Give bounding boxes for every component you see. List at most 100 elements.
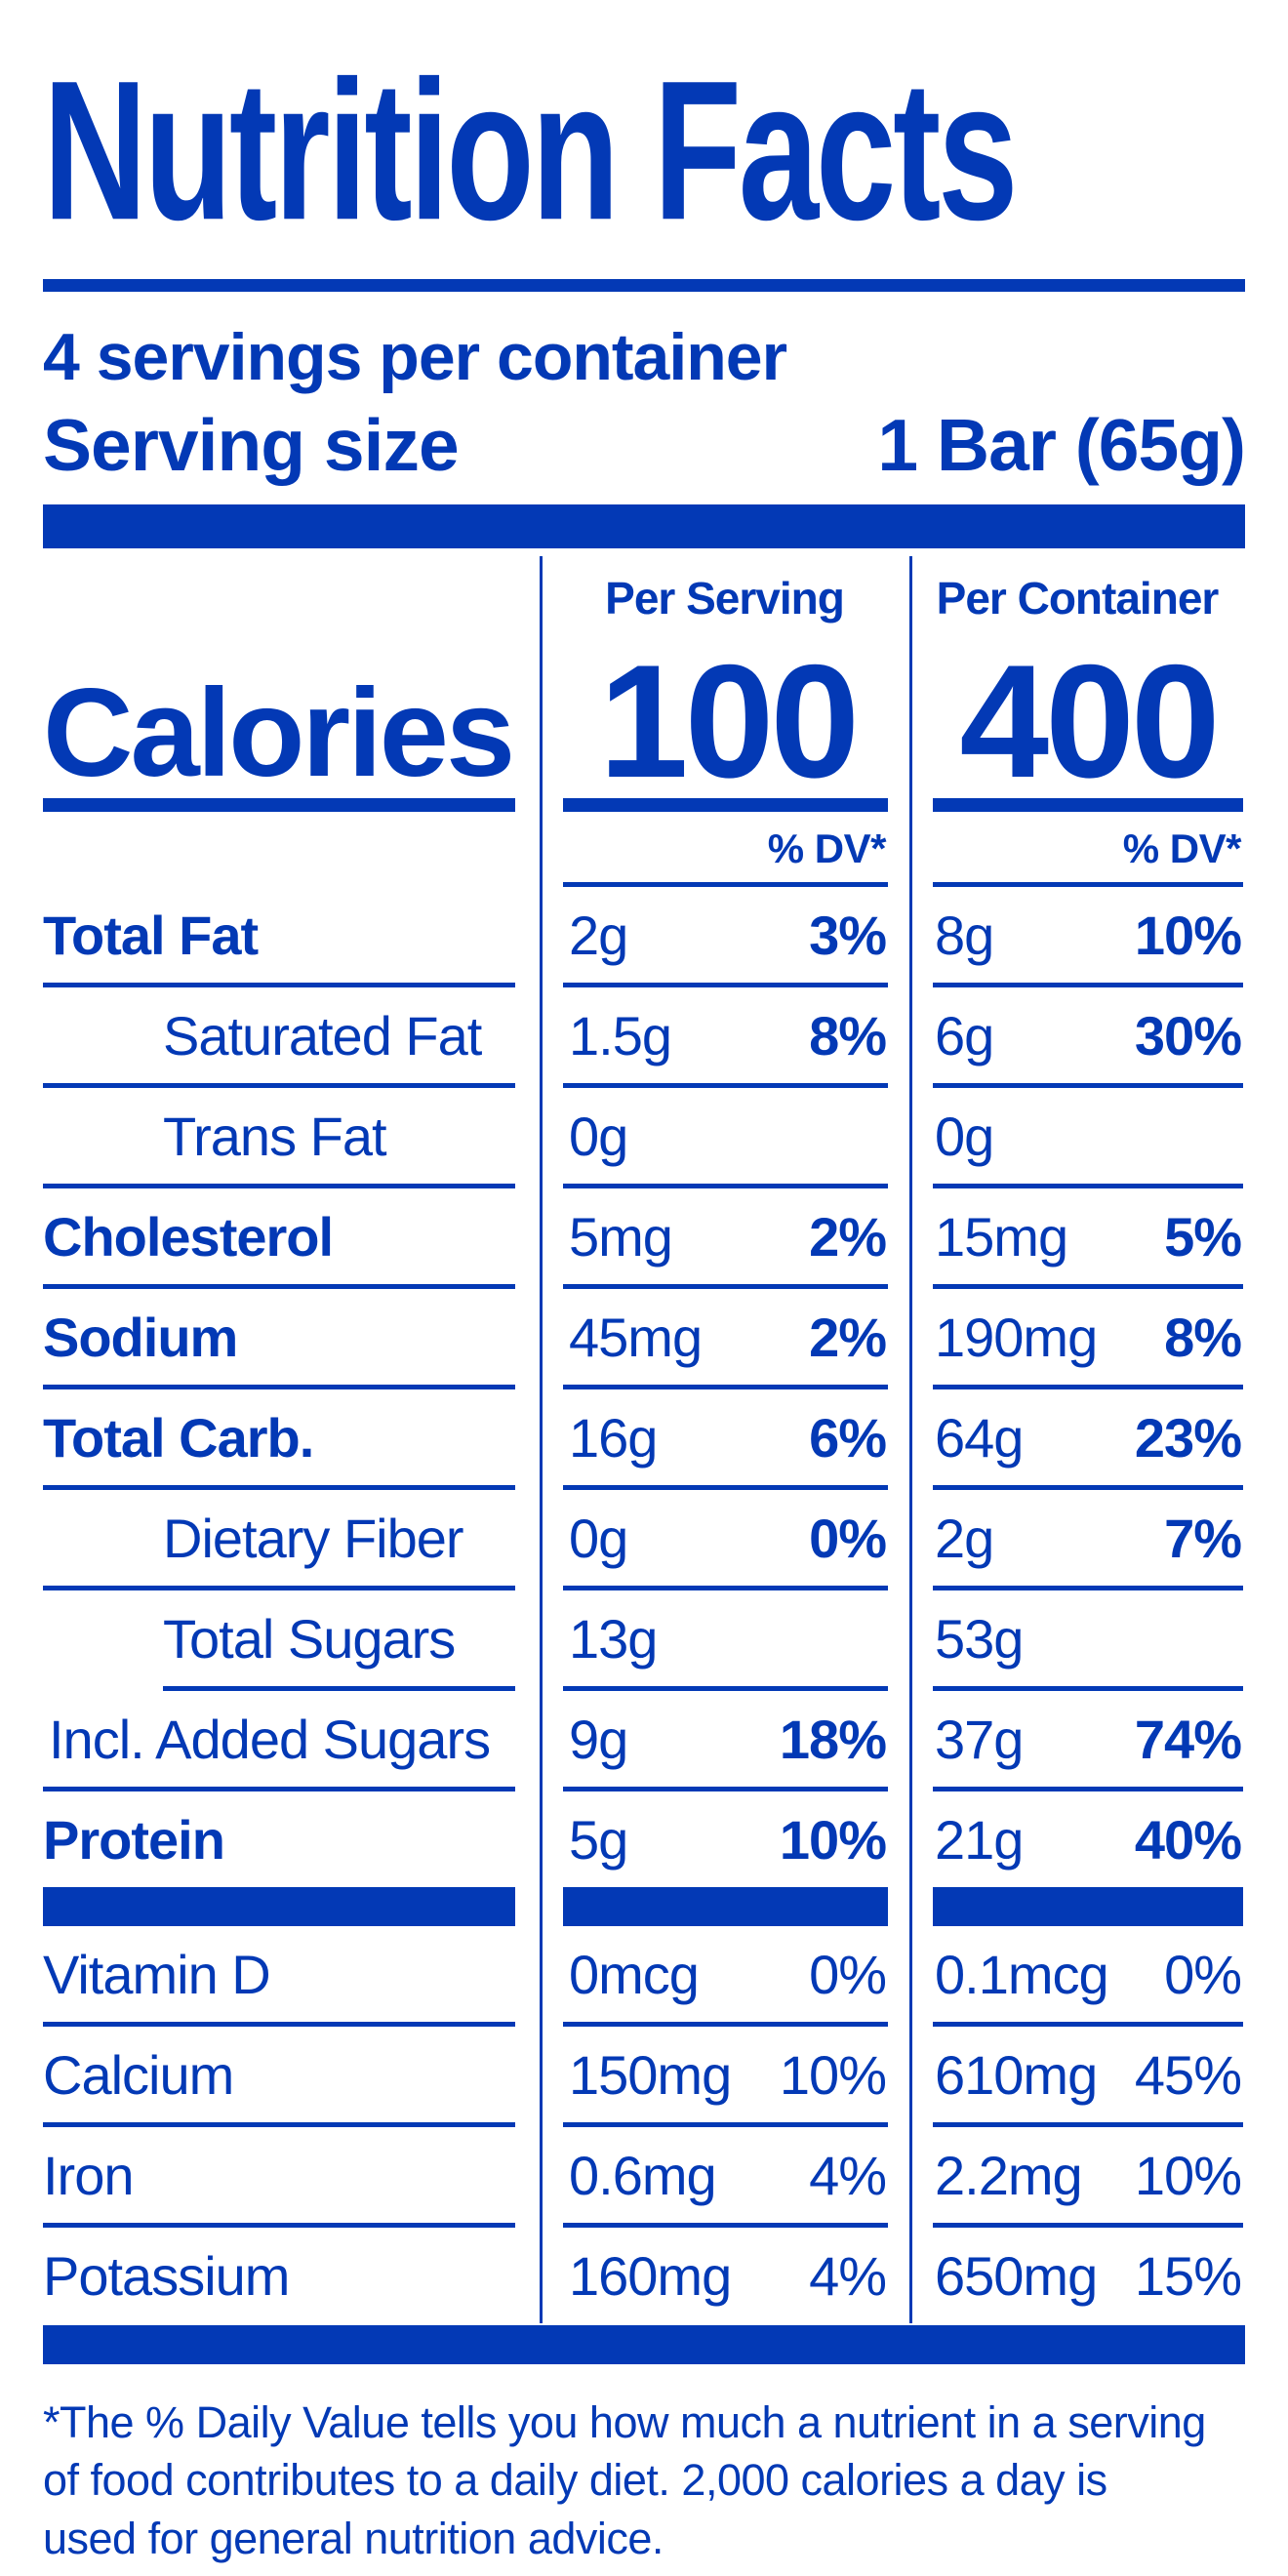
serving-size-row: Serving size 1 Bar (65g) [43,403,1246,487]
nutrient-row-total-fat: Total Fat 2g 3% 8g 10% [43,887,1245,983]
column-headers: Per Serving Per Container [43,556,1245,632]
nutrient-name: Total Carb. [43,1406,314,1469]
serving-size-label: Serving size [43,404,460,486]
nutrient-name: Dietary Fiber [163,1507,464,1569]
container-dv: 10% [1134,904,1242,966]
container-dv: 10% [1134,2144,1242,2206]
container-dv: 45% [1134,2043,1242,2106]
serving-dv: 0% [809,1507,887,1569]
container-dv: 8% [1164,1306,1242,1368]
container-amount: 21g [935,1808,1024,1871]
nutrient-row-protein: Protein 5g 10% 21g 40% [43,1791,1245,1887]
calories-per-container: 400 [959,631,1220,812]
calories-per-serving: 100 [598,631,860,812]
container-dv: 40% [1134,1808,1242,1871]
serving-amount: 45mg [569,1306,703,1368]
nutrient-name: Total Sugars [163,1607,456,1670]
container-amount: 190mg [935,1306,1098,1368]
servings-per-container: 4 servings per container [43,320,787,394]
container-amount: 0g [935,1105,994,1167]
serving-dv: 10% [779,1808,887,1871]
serving-dv: 4% [809,2244,887,2307]
nutrient-row-dietary-fiber: Dietary Fiber 0g 0% 2g 7% [43,1490,1245,1586]
dv-header-row: % DV* % DV* [43,812,1245,882]
page-title: Nutrition Facts [43,40,1018,262]
serving-dv: 4% [809,2144,887,2206]
container-dv: 0% [1164,1943,1242,2005]
dv-header-container: % DV* [1122,825,1242,871]
serving-amount: 2g [569,904,628,966]
title-rule [43,279,1245,292]
vitamin-row-vitamin-d: Vitamin D 0mcg 0% 0.1mcg 0% [43,1926,1245,2022]
per-serving-header-cell: Per Serving [540,572,909,632]
container-amount: 0.1mcg [935,1943,1109,2005]
nutrition-table: Per Serving Per Container Calories 100 4… [43,556,1245,2323]
serving-size-value: 1 Bar (65g) [877,404,1246,486]
nutrient-row-total-sugars: Total Sugars 13g 53g [43,1590,1245,1686]
section-divider-bar [43,504,1245,548]
container-dv: 5% [1164,1205,1242,1268]
container-amount: 610mg [935,2043,1098,2106]
container-amount: 37g [935,1708,1024,1770]
column-divider-2 [909,556,912,2323]
serving-amount: 160mg [569,2244,732,2307]
serving-dv: 0% [809,1943,887,2005]
nutrient-row-saturated-fat: Saturated Fat 1.5g 8% 6g 30% [43,987,1245,1083]
nutrient-row-added-sugars: Incl. Added Sugars 9g 18% 37g 74% [43,1691,1245,1787]
serving-dv: 2% [809,1205,887,1268]
nutrient-name: Total Fat [43,904,259,966]
nutrient-name: Incl. Added Sugars [49,1708,491,1770]
dv-rule [43,882,1245,887]
serving-amount: 16g [569,1406,658,1469]
container-dv: 30% [1134,1004,1242,1067]
calories-rule [43,798,1245,812]
calories-per-container-cell: 400 [909,631,1245,812]
header-spacer [43,624,540,632]
serving-amount: 5g [569,1808,628,1871]
serving-amount: 0g [569,1507,628,1569]
calories-label-cell: Calories [43,632,540,798]
serving-amount: 5mg [569,1205,673,1268]
column-divider-1 [540,556,543,2323]
dv-footnote: *The % Daily Value tells you how much a … [43,2397,1206,2563]
container-amount: 53g [935,1607,1024,1670]
calories-label: Calories [43,664,515,803]
calories-row: Calories 100 400 [43,631,1245,812]
serving-amount: 13g [569,1607,658,1670]
container-amount: 650mg [935,2244,1098,2307]
vitamin-name: Vitamin D [43,1943,271,2005]
container-dv: 7% [1164,1507,1242,1569]
container-dv: 15% [1134,2244,1242,2307]
nutrient-row-trans-fat: Trans Fat 0g 0g [43,1088,1245,1184]
container-amount: 2.2mg [935,2144,1083,2206]
container-dv: 23% [1134,1406,1242,1469]
mid-section-bar [43,1887,1245,1926]
serving-amount: 0g [569,1105,628,1167]
calories-per-serving-cell: 100 [540,631,909,812]
nutrient-name: Trans Fat [163,1105,387,1167]
per-container-header-cell: Per Container [909,572,1245,632]
title-wrap: Nutrition Facts [43,47,1245,256]
vitamin-row-potassium: Potassium 160mg 4% 650mg 15% [43,2228,1245,2323]
container-amount: 6g [935,1004,994,1067]
per-serving-header: Per Serving [605,573,845,624]
vitamin-row-calcium: Calcium 150mg 10% 610mg 45% [43,2027,1245,2122]
serving-amount: 9g [569,1708,628,1770]
container-amount: 2g [935,1507,994,1569]
serving-dv: 18% [779,1708,887,1770]
vitamin-row-iron: Iron 0.6mg 4% 2.2mg 10% [43,2127,1245,2223]
container-dv: 74% [1134,1708,1242,1770]
nutrient-row-total-carb: Total Carb. 16g 6% 64g 23% [43,1389,1245,1485]
serving-dv: 2% [809,1306,887,1368]
serving-amount: 0.6mg [569,2144,717,2206]
serving-dv: 6% [809,1406,887,1469]
nutrient-name: Sodium [43,1306,238,1368]
nutrient-name: Cholesterol [43,1205,334,1268]
nutrient-row-cholesterol: Cholesterol 5mg 2% 15mg 5% [43,1188,1245,1284]
nutrient-name: Protein [43,1808,225,1871]
per-container-header: Per Container [936,573,1220,624]
dv-header-serving: % DV* [767,825,887,871]
bottom-section-bar [43,2325,1245,2364]
serving-amount: 1.5g [569,1004,672,1067]
